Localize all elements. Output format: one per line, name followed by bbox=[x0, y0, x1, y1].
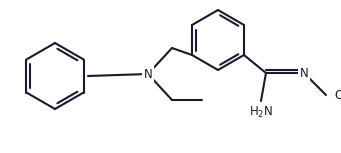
Text: N: N bbox=[144, 67, 152, 80]
Text: OH: OH bbox=[334, 88, 341, 101]
Text: N: N bbox=[300, 67, 308, 80]
Text: H$_2$N: H$_2$N bbox=[249, 105, 273, 120]
